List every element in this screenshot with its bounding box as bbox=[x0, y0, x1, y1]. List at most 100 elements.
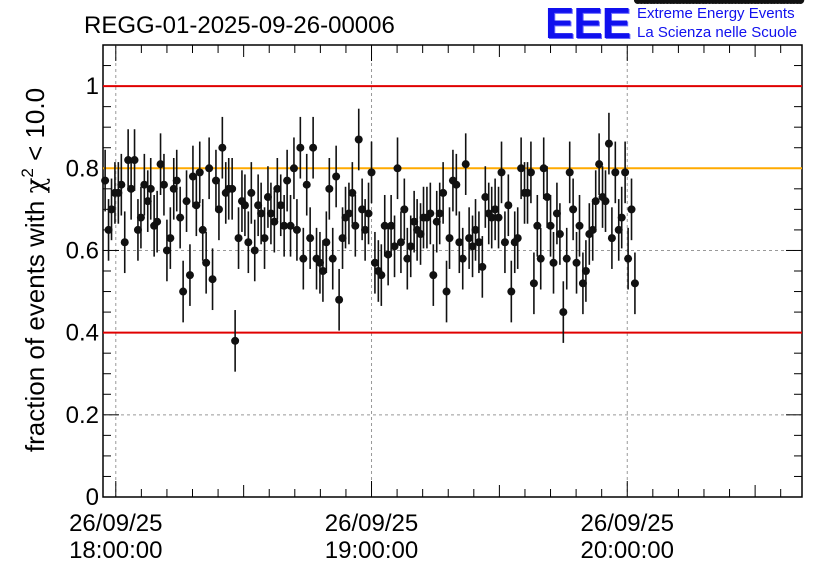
data-point bbox=[445, 234, 454, 243]
data-point bbox=[552, 209, 561, 218]
data-point bbox=[442, 287, 451, 296]
data-point bbox=[292, 225, 301, 234]
data-point bbox=[338, 234, 347, 243]
data-point bbox=[332, 172, 341, 181]
data-point bbox=[156, 160, 165, 169]
data-point bbox=[536, 254, 545, 263]
data-point bbox=[107, 205, 116, 214]
data-point bbox=[572, 258, 581, 267]
data-point bbox=[406, 242, 415, 251]
data-point bbox=[465, 234, 474, 243]
y-axis-label-sup: 2 bbox=[18, 168, 37, 177]
plot-frame bbox=[102, 44, 803, 498]
data-point bbox=[358, 205, 367, 214]
chart-title: REGG-01-2025-09-26-00006 bbox=[84, 12, 395, 39]
data-point bbox=[263, 193, 272, 202]
data-point bbox=[426, 209, 435, 218]
data-point bbox=[400, 205, 409, 214]
data-point bbox=[559, 308, 568, 317]
data-point bbox=[296, 143, 305, 152]
data-point bbox=[172, 176, 181, 185]
data-point bbox=[228, 184, 237, 193]
data-point bbox=[565, 168, 574, 177]
data-point bbox=[208, 275, 217, 284]
data-point bbox=[416, 230, 425, 239]
y-tick-label: 0.8 bbox=[66, 155, 99, 182]
data-point bbox=[507, 287, 516, 296]
data-point bbox=[188, 172, 197, 181]
data-point bbox=[140, 180, 149, 189]
data-point bbox=[390, 242, 399, 251]
data-point bbox=[468, 242, 477, 251]
x-tick-label-date: 26/09/25 bbox=[69, 510, 162, 537]
data-point bbox=[260, 234, 269, 243]
data-point bbox=[240, 201, 249, 210]
data-point bbox=[452, 180, 461, 189]
data-point bbox=[549, 258, 558, 267]
data-point bbox=[130, 156, 139, 165]
data-point bbox=[621, 168, 630, 177]
logo-mark: EEE bbox=[545, 0, 631, 48]
data-point bbox=[325, 184, 334, 193]
data-point bbox=[367, 168, 376, 177]
data-point bbox=[247, 188, 256, 197]
data-point bbox=[393, 164, 402, 173]
data-point bbox=[494, 213, 503, 222]
y-axis-label-chi: χ bbox=[21, 177, 51, 193]
eee-logo: EEE Extreme Energy Events La Scienza nel… bbox=[545, 0, 835, 48]
data-point bbox=[185, 271, 194, 280]
data-point bbox=[539, 164, 548, 173]
data-point bbox=[143, 197, 152, 206]
data-point bbox=[575, 221, 584, 230]
data-point bbox=[617, 213, 626, 222]
data-point bbox=[254, 201, 263, 210]
y-axis-label: fraction of events with χ2 < 10.0 bbox=[18, 88, 51, 452]
x-tick-label-time: 19:00:00 bbox=[325, 537, 418, 564]
data-point bbox=[432, 217, 441, 226]
data-point bbox=[182, 197, 191, 206]
y-tick-label: 1 bbox=[86, 73, 99, 100]
data-point bbox=[630, 279, 639, 288]
y-tick-label: 0.4 bbox=[66, 320, 99, 347]
data-point bbox=[146, 184, 155, 193]
data-point bbox=[309, 143, 318, 152]
data-point bbox=[127, 184, 136, 193]
data-point bbox=[276, 201, 285, 210]
data-point bbox=[410, 217, 419, 226]
data-point bbox=[513, 234, 522, 243]
data-point bbox=[370, 258, 379, 267]
data-point bbox=[478, 262, 487, 271]
data-point bbox=[380, 221, 389, 230]
data-point bbox=[273, 184, 282, 193]
data-point bbox=[611, 168, 620, 177]
data-point bbox=[351, 221, 360, 230]
data-point bbox=[335, 295, 344, 304]
data-point bbox=[517, 164, 526, 173]
data-point bbox=[361, 225, 370, 234]
data-point bbox=[604, 139, 613, 148]
data-point bbox=[315, 258, 324, 267]
data-point bbox=[231, 336, 240, 345]
data-point bbox=[124, 156, 133, 165]
data-point bbox=[286, 221, 295, 230]
data-point bbox=[169, 184, 178, 193]
data-point bbox=[796, 0, 805, 4]
data-point bbox=[283, 176, 292, 185]
data-point bbox=[244, 238, 253, 247]
data-point bbox=[523, 188, 532, 197]
data-point bbox=[471, 225, 480, 234]
data-point bbox=[218, 143, 227, 152]
data-point bbox=[136, 213, 145, 222]
data-point bbox=[195, 168, 204, 177]
data-point bbox=[578, 279, 587, 288]
data-point bbox=[569, 205, 578, 214]
y-axis-label-tail: < 10.0 bbox=[20, 88, 50, 168]
data-point bbox=[435, 209, 444, 218]
data-point bbox=[354, 135, 363, 144]
data-point bbox=[387, 221, 396, 230]
data-point bbox=[461, 160, 470, 169]
data-point bbox=[429, 271, 438, 280]
data-point bbox=[497, 168, 506, 177]
data-point bbox=[179, 287, 188, 296]
data-point bbox=[114, 188, 123, 197]
